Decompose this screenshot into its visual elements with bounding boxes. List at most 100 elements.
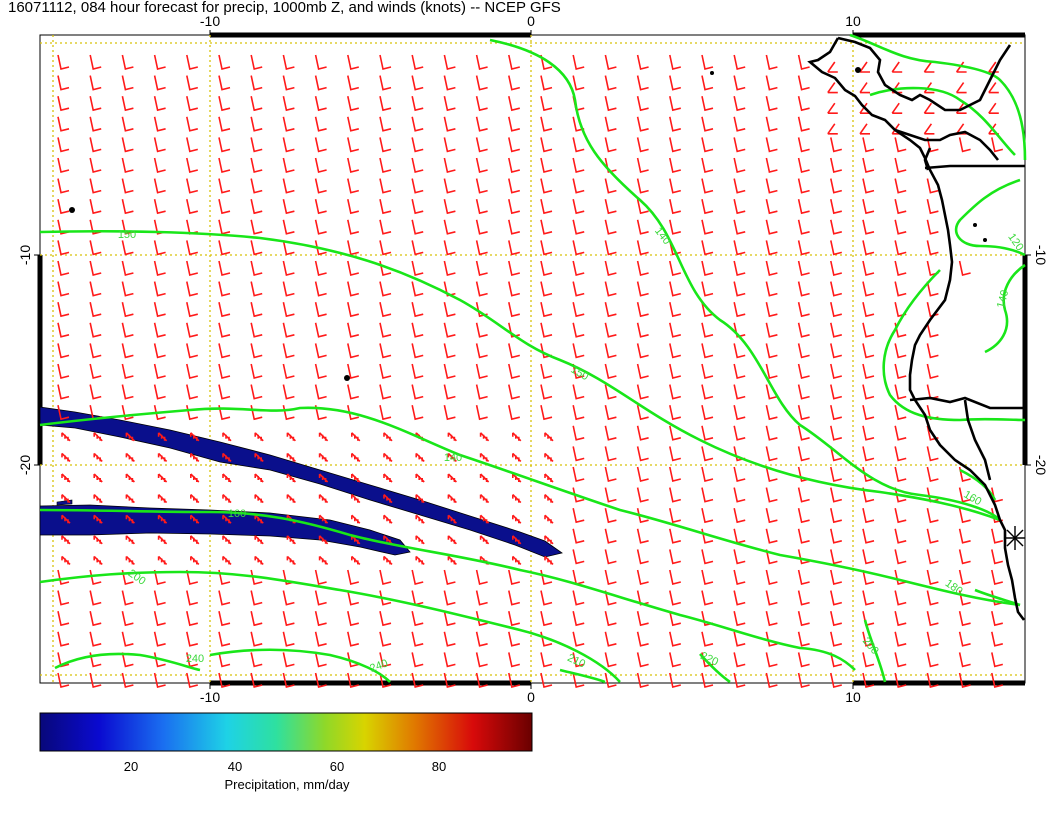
wind-barb bbox=[669, 281, 681, 297]
wind-barb bbox=[57, 199, 70, 215]
wind-barb bbox=[479, 494, 490, 504]
wind-barb bbox=[347, 302, 359, 318]
wind-barb bbox=[604, 322, 617, 338]
wind-barb bbox=[572, 590, 585, 606]
wind-barb bbox=[443, 384, 456, 400]
wind-barb bbox=[827, 123, 838, 135]
wind-barb bbox=[636, 384, 649, 400]
wind-barb bbox=[250, 652, 263, 668]
country-border bbox=[963, 399, 992, 481]
wind-barb bbox=[894, 652, 907, 668]
wind-barb bbox=[830, 446, 842, 462]
wind-barb bbox=[636, 508, 649, 524]
wind-barb bbox=[250, 178, 263, 194]
wind-barb bbox=[540, 672, 553, 688]
wind-barb bbox=[57, 363, 70, 379]
wind-barb bbox=[415, 494, 425, 504]
precip-bands bbox=[39, 406, 563, 558]
wind-barb bbox=[797, 178, 810, 194]
wind-barb bbox=[443, 116, 456, 132]
wind-barb bbox=[765, 157, 778, 173]
wind-barb bbox=[733, 508, 746, 524]
wind-barb bbox=[475, 569, 488, 585]
island bbox=[983, 238, 987, 242]
wind-barb bbox=[701, 384, 714, 400]
wind-barb bbox=[765, 137, 778, 153]
wind-barb bbox=[447, 473, 457, 483]
wind-barb bbox=[508, 631, 520, 647]
colorbar-tick: 40 bbox=[228, 759, 242, 774]
wind-barb bbox=[89, 96, 102, 112]
wind-barb bbox=[347, 611, 359, 627]
wind-barb bbox=[475, 363, 488, 379]
wind-barb bbox=[701, 549, 714, 565]
wind-barb bbox=[797, 569, 810, 585]
wind-barb bbox=[862, 219, 875, 235]
wind-barb bbox=[318, 555, 329, 565]
wind-barb bbox=[511, 555, 522, 565]
wind-barb bbox=[186, 54, 198, 70]
wind-barb bbox=[765, 260, 778, 276]
wind-barb bbox=[250, 672, 263, 688]
wind-barb bbox=[411, 611, 424, 627]
wind-barb bbox=[765, 343, 778, 359]
wind-barb bbox=[508, 54, 520, 70]
country-border bbox=[909, 396, 1025, 410]
wind-barb bbox=[125, 535, 135, 545]
wind-barb bbox=[636, 137, 649, 153]
wind-barb bbox=[250, 405, 263, 421]
wind-barb bbox=[926, 590, 939, 606]
wind-barb bbox=[57, 302, 70, 318]
wind-barb bbox=[604, 528, 617, 544]
wind-barb bbox=[508, 178, 520, 194]
wind-barb bbox=[475, 611, 488, 627]
wind-barb bbox=[765, 240, 778, 256]
wind-barb bbox=[411, 569, 424, 585]
wind-barb bbox=[733, 54, 746, 70]
wind-barb bbox=[604, 157, 617, 173]
wind-barb bbox=[604, 137, 617, 153]
wind-barb bbox=[604, 199, 617, 215]
wind-barb bbox=[765, 631, 778, 647]
wind-barb bbox=[830, 219, 842, 235]
wind-barb bbox=[572, 549, 585, 565]
wind-barb bbox=[544, 432, 554, 442]
wind-barb bbox=[415, 473, 425, 483]
wind-barb bbox=[797, 631, 810, 647]
contour-line bbox=[882, 269, 1026, 422]
wind-barb bbox=[347, 178, 359, 194]
wind-barb bbox=[988, 102, 999, 114]
wind-barb bbox=[862, 322, 875, 338]
wind-barb bbox=[218, 405, 231, 421]
wind-barb bbox=[894, 425, 907, 441]
wind-barb bbox=[508, 569, 520, 585]
wind-barb bbox=[926, 446, 939, 462]
wind-barb bbox=[544, 494, 554, 504]
wind-barb bbox=[636, 631, 649, 647]
precip-band-lower bbox=[39, 504, 411, 556]
wind-barb bbox=[411, 178, 424, 194]
wind-barb bbox=[830, 466, 842, 482]
wind-barb bbox=[218, 54, 231, 70]
wind-barb bbox=[121, 590, 134, 606]
wind-barb bbox=[830, 672, 842, 688]
colorbar-tick: 20 bbox=[124, 759, 138, 774]
wind-barb bbox=[93, 452, 103, 462]
wind-barb bbox=[636, 363, 649, 379]
wind-barb bbox=[508, 302, 520, 318]
wind-barb bbox=[894, 466, 907, 482]
wind-barb bbox=[282, 281, 295, 297]
wind-barb bbox=[669, 466, 681, 482]
wind-barb bbox=[733, 178, 746, 194]
wind-barb bbox=[797, 549, 810, 565]
wind-barb bbox=[701, 157, 714, 173]
wind-barb bbox=[314, 116, 327, 132]
wind-barb bbox=[540, 260, 553, 276]
wind-barb bbox=[544, 514, 554, 524]
wind-barb bbox=[250, 611, 263, 627]
wind-barb bbox=[250, 199, 263, 215]
wind-barb bbox=[701, 487, 714, 503]
wind-barb bbox=[958, 631, 971, 647]
wind-barb bbox=[701, 446, 714, 462]
wind-barb bbox=[508, 199, 520, 215]
